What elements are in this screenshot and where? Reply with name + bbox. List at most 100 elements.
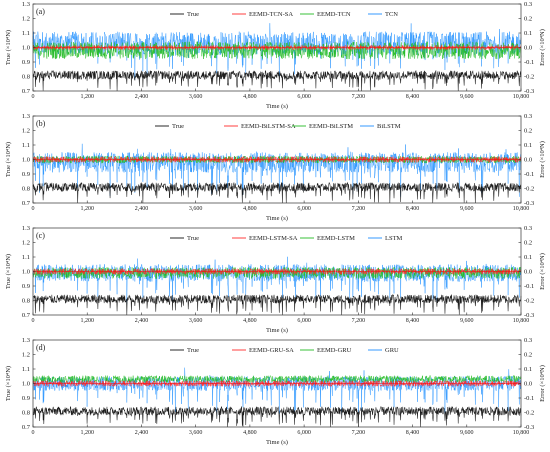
y-right-tick-label: 0.2	[524, 128, 532, 135]
x-tick-label: 7,200	[352, 206, 366, 212]
x-tick-label: 7,200	[352, 430, 366, 436]
x-tick-label: 3,600	[189, 94, 203, 100]
x-axis-title: Time (s)	[266, 439, 288, 446]
x-tick-label: 9,600	[460, 206, 474, 212]
x-tick-label: 10,800	[513, 430, 530, 436]
x-tick-label: 6,000	[297, 430, 311, 436]
y-right-tick-label: -0.1	[524, 395, 534, 402]
panel-d: 0 1,200 2,400 3,600 4,800 6,000 7,200 8,400 9,60…	[5, 337, 546, 446]
x-tick-label: 8,400	[406, 94, 420, 100]
legend-label: EEMD-TCN-SA	[249, 11, 293, 18]
x-tick-label: 4,800	[243, 94, 257, 100]
y-left-tick-label: 1.0	[22, 381, 30, 388]
series-line-eemd-bilstm	[32, 155, 522, 164]
panel-c: 0 1,200 2,400 3,600 4,800 6,000 7,200 8,400 9,60…	[5, 225, 546, 334]
series-line-eemd-bilstm-sa	[32, 155, 522, 164]
panel-label: (c)	[36, 231, 45, 240]
legend-label: EEMD-BiLSTM-SA	[241, 123, 296, 130]
y-right-tick-label: 0.0	[524, 157, 532, 164]
y-right-tick-label: 0.1	[524, 366, 532, 373]
legend: True EEMD-GRU-SA EEMD-GRU GRU	[170, 347, 399, 354]
x-tick-label: 1,200	[80, 430, 94, 436]
x-tick-label: 4,800	[243, 318, 257, 324]
x-tick-label: 7,200	[352, 94, 366, 100]
legend-label: True	[187, 11, 199, 18]
y-right-tick-label: 0.0	[524, 381, 532, 388]
y-left-tick-label: 0.7	[22, 200, 31, 207]
x-tick-label: 2,400	[135, 430, 149, 436]
x-tick-label: 6,000	[297, 318, 311, 324]
panel-a: 0 1,200 2,400 3,600 4,800 6,000 7,200 8,400 9,60…	[5, 1, 546, 110]
x-tick-label: 6,000	[297, 94, 311, 100]
y-right-tick-label: -0.3	[524, 424, 534, 431]
y-right-tick-label: 0.3	[524, 225, 532, 232]
x-tick-label: 9,600	[460, 94, 474, 100]
legend-label: True	[187, 235, 199, 242]
y-right-axis-title: Error (×10⁴N)	[539, 141, 546, 178]
y-left-tick-label: 1.2	[22, 352, 30, 359]
y-right-tick-label: -0.3	[524, 200, 534, 207]
legend-label: EEMD-GRU	[317, 347, 352, 354]
y-right-axis-title: Error (×10⁴N)	[539, 253, 546, 290]
y-left-tick-label: 1.0	[22, 269, 30, 276]
panel-label: (d)	[36, 343, 46, 352]
panel-label: (b)	[36, 119, 46, 128]
y-right-tick-label: -0.2	[524, 298, 534, 305]
legend-label: EEMD-LSTM-SA	[249, 235, 298, 242]
legend-label: True	[187, 347, 199, 354]
y-left-tick-label: 1.3	[22, 337, 30, 344]
x-tick-label: 4,800	[243, 430, 257, 436]
legend: True EEMD-BiLSTM-SA EEMD-BiLSTM BiLSTM	[155, 123, 401, 130]
y-left-tick-label: 1.1	[22, 142, 30, 149]
y-left-tick-label: 0.8	[22, 298, 30, 305]
y-right-tick-label: 0.2	[524, 352, 532, 359]
y-right-tick-label: 0.2	[524, 16, 532, 23]
x-tick-label: 8,400	[406, 318, 420, 324]
x-tick-label: 6,000	[297, 206, 311, 212]
y-right-axis-title: Error (×10⁴N)	[539, 365, 546, 402]
y-left-tick-label: 0.8	[22, 410, 30, 417]
y-left-tick-label: 1.1	[22, 30, 30, 37]
x-tick-label: 2,400	[135, 94, 149, 100]
y-right-tick-label: -0.3	[524, 88, 534, 95]
y-right-tick-label: 0.2	[524, 240, 532, 247]
x-tick-label: 9,600	[460, 430, 474, 436]
x-tick-label: 10,800	[513, 318, 530, 324]
series-line-true	[32, 405, 522, 428]
y-left-axis-title: True (×10⁴N)	[5, 142, 12, 177]
y-left-tick-label: 0.7	[22, 312, 31, 319]
y-right-tick-label: 0.3	[524, 1, 532, 8]
y-right-tick-label: 0.0	[524, 45, 532, 52]
x-tick-label: 0	[32, 94, 35, 100]
legend-label: EEMD-BiLSTM	[309, 123, 353, 130]
x-tick-label: 1,200	[80, 94, 94, 100]
y-left-axis-title: True (×10⁴N)	[5, 254, 12, 289]
legend-label: GRU	[385, 347, 399, 354]
x-tick-label: 10,800	[513, 94, 530, 100]
legend-label: EEMD-LSTM	[317, 235, 355, 242]
x-tick-label: 3,600	[189, 206, 203, 212]
y-left-axis-title: True (×10⁴N)	[5, 30, 12, 65]
x-tick-label: 9,600	[460, 318, 474, 324]
x-tick-label: 2,400	[135, 318, 149, 324]
x-tick-label: 8,400	[406, 206, 420, 212]
y-left-tick-label: 1.1	[22, 366, 30, 373]
y-left-tick-label: 0.7	[22, 88, 31, 95]
y-left-tick-label: 0.9	[22, 59, 30, 66]
y-left-tick-label: 1.3	[22, 225, 30, 232]
y-left-tick-label: 1.2	[22, 16, 30, 23]
series-line-true	[32, 69, 522, 92]
y-left-tick-label: 1.0	[22, 157, 30, 164]
y-right-tick-label: -0.2	[524, 186, 534, 193]
panel-label: (a)	[36, 7, 45, 16]
y-left-tick-label: 1.3	[22, 113, 30, 120]
y-left-tick-label: 0.8	[22, 74, 30, 81]
x-axis-title: Time (s)	[266, 327, 288, 334]
y-left-tick-label: 1.2	[22, 128, 30, 135]
x-tick-label: 3,600	[189, 318, 203, 324]
y-right-tick-label: -0.3	[524, 312, 534, 319]
y-right-tick-label: 0.3	[524, 113, 532, 120]
x-axis-title: Time (s)	[266, 103, 288, 110]
series-line-eemd-gru	[32, 374, 522, 384]
y-right-tick-label: 0.0	[524, 269, 532, 276]
